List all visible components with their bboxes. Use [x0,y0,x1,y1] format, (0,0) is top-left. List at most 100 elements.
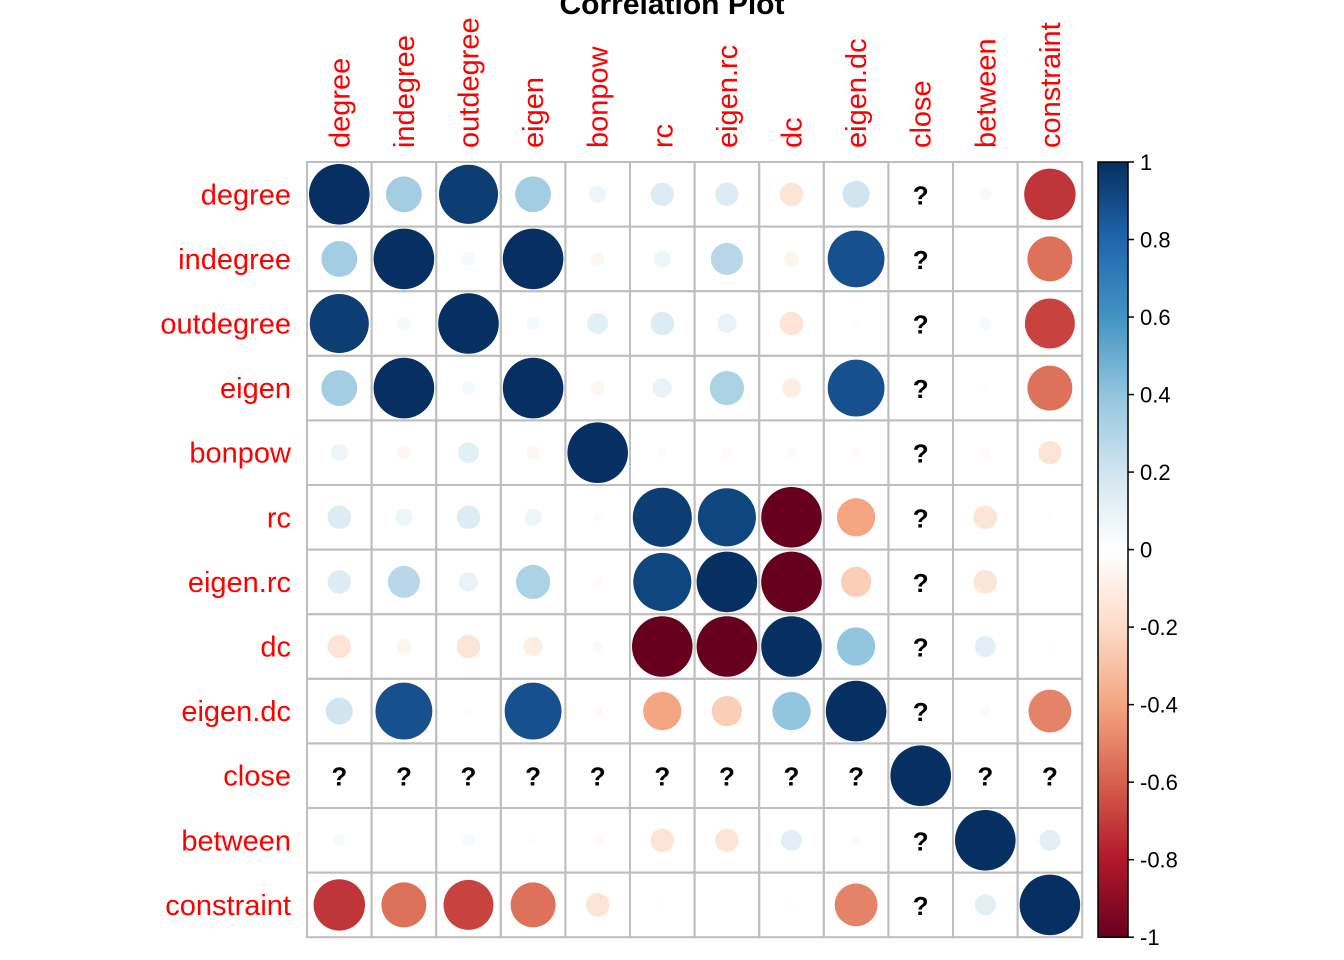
colorbar-segment [1098,568,1128,574]
colorbar-segment [1098,584,1128,589]
colorbar-segment [1098,720,1128,725]
colorbar-segment [1098,165,1128,171]
colorbar-segment [1098,181,1128,186]
colorbar-segment [1098,402,1128,407]
colorbar-segment [1098,216,1128,221]
colorbar-segment [1098,735,1128,741]
correlation-circle [1046,643,1053,650]
missing-value-marker: ? [913,245,929,275]
colorbar-segment [1098,177,1128,182]
correlation-circle [1038,440,1062,465]
correlation-circle [385,176,422,213]
row-label: between [181,825,291,857]
correlation-circle [325,697,353,725]
colorbar-segment [1098,541,1128,547]
colorbar-segment [1098,685,1128,690]
colorbar-segment [1098,855,1128,861]
colorbar-segment [1098,537,1128,543]
colorbar-segment [1098,456,1128,462]
missing-value-marker: ? [654,762,670,792]
colorbar-segment [1098,320,1128,326]
correlation-circle [321,240,358,277]
grid-cell [952,225,1019,293]
correlation-circle [786,447,797,458]
colorbar-segment [1098,305,1128,310]
correlation-circle [373,228,435,290]
row-label: eigen.dc [181,696,291,728]
column-label: outdegree [454,17,486,148]
correlation-circle [515,564,551,600]
missing-value-marker: ? [525,762,541,792]
chart-title: Correlation Plot [559,0,784,21]
colorbar-segment [1098,313,1128,318]
colorbar-segment [1098,491,1128,496]
label-layer: degree indegree outdegree eigen bonpow rc eige… [160,17,1067,922]
column-label: eigen [518,77,550,148]
colorbar-segment [1098,704,1128,710]
row-label: rc [267,502,291,534]
correlation-circle [890,745,951,806]
colorbar-tick-label: -0.2 [1140,615,1178,640]
colorbar-segment [1098,677,1128,682]
correlation-circle [438,164,499,224]
correlation-circle [781,378,802,398]
correlation-circle [825,680,887,742]
correlation-circle [973,505,998,530]
missing-value-marker: ? [913,439,929,469]
colorbar-tick-label: 0.6 [1140,305,1171,330]
colorbar-segment [1098,875,1128,880]
colorbar-segment [1098,747,1128,752]
correlation-circle [1027,236,1073,282]
correlation-circle [321,370,358,407]
colorbar-segment [1098,859,1128,865]
colorbar-segment [1098,836,1128,841]
colorbar-segment [1098,510,1128,516]
missing-value-marker: ? [848,762,864,792]
colorbar-segment [1098,832,1128,838]
colorbar-segment [1098,193,1128,198]
correlation-circle [590,381,605,395]
colorbar-segment [1098,630,1128,636]
colorbar-segment [1098,797,1128,803]
correlation-circle [652,378,672,398]
colorbar-segment [1098,805,1128,810]
colorbar-segment [1098,898,1128,903]
colorbar-segment [1098,472,1128,477]
colorbar-segment [1098,809,1128,814]
correlation-circle [761,551,822,613]
correlation-circle [955,810,1016,871]
colorbar-segment [1098,929,1128,934]
colorbar-segment [1098,297,1128,303]
correlation-circle [438,293,499,354]
colorbar-segment [1098,468,1128,473]
correlation-circle [592,576,603,588]
row-label: eigen [220,373,291,405]
colorbar-segment [1098,503,1128,508]
column-label: bonpow [583,45,615,148]
column-label: eigen.dc [841,38,873,148]
colorbar-tick-label: 0.4 [1140,383,1171,408]
correlation-circle [658,448,667,457]
correlation-circle [592,705,603,717]
colorbar-segment [1098,328,1128,334]
colorbar-segment [1098,464,1128,469]
colorbar-segment [1098,658,1128,663]
colorbar-segment [1098,755,1128,760]
correlation-circle [1039,829,1061,851]
colorbar-segment [1098,770,1128,776]
correlation-circle [397,445,411,460]
colorbar-segment [1098,189,1128,194]
colorbar-segment [1098,382,1128,388]
correlation-circle [502,228,564,290]
colorbar-segment [1098,448,1128,454]
correlation-circle [585,893,610,917]
correlation-circle [650,311,675,336]
colorbar-segment [1098,289,1128,295]
colorbar-segment [1098,375,1128,380]
colorbar-segment [1098,731,1128,737]
colorbar-segment [1098,185,1128,190]
correlation-circle [827,230,885,288]
correlation-circle [979,188,992,201]
missing-value-marker: ? [331,762,347,792]
